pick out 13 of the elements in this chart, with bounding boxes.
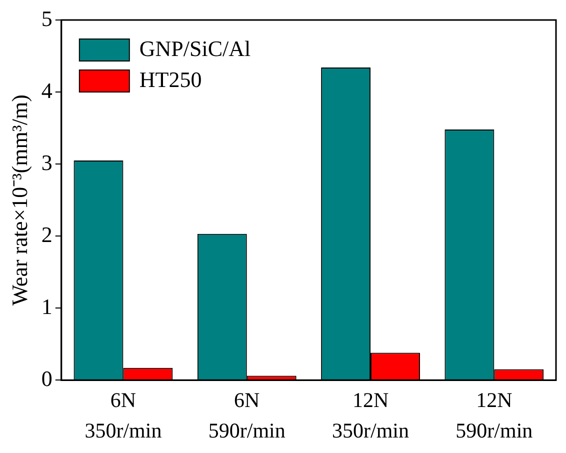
x-tick-label: 12N 590r/min bbox=[456, 388, 534, 442]
y-tick-label: 4 bbox=[41, 78, 52, 103]
x-tick-label: 6N 590r/min bbox=[208, 388, 286, 442]
y-tick-label: 5 bbox=[41, 6, 52, 31]
y-tick-label: 3 bbox=[41, 150, 52, 175]
legend-label: GNP/SiC/Al bbox=[139, 36, 251, 61]
x-tick-label: 6N 350r/min bbox=[84, 388, 162, 442]
y-tick-label: 0 bbox=[41, 366, 52, 391]
x-tick-label: 12N 350r/min bbox=[332, 388, 410, 442]
y-axis-title: Wear rate×10⁻³(mm³/m) bbox=[6, 94, 32, 306]
y-tick-label: 1 bbox=[41, 294, 52, 319]
y-tick-label: 2 bbox=[41, 222, 52, 247]
legend-label: HT250 bbox=[139, 66, 202, 92]
